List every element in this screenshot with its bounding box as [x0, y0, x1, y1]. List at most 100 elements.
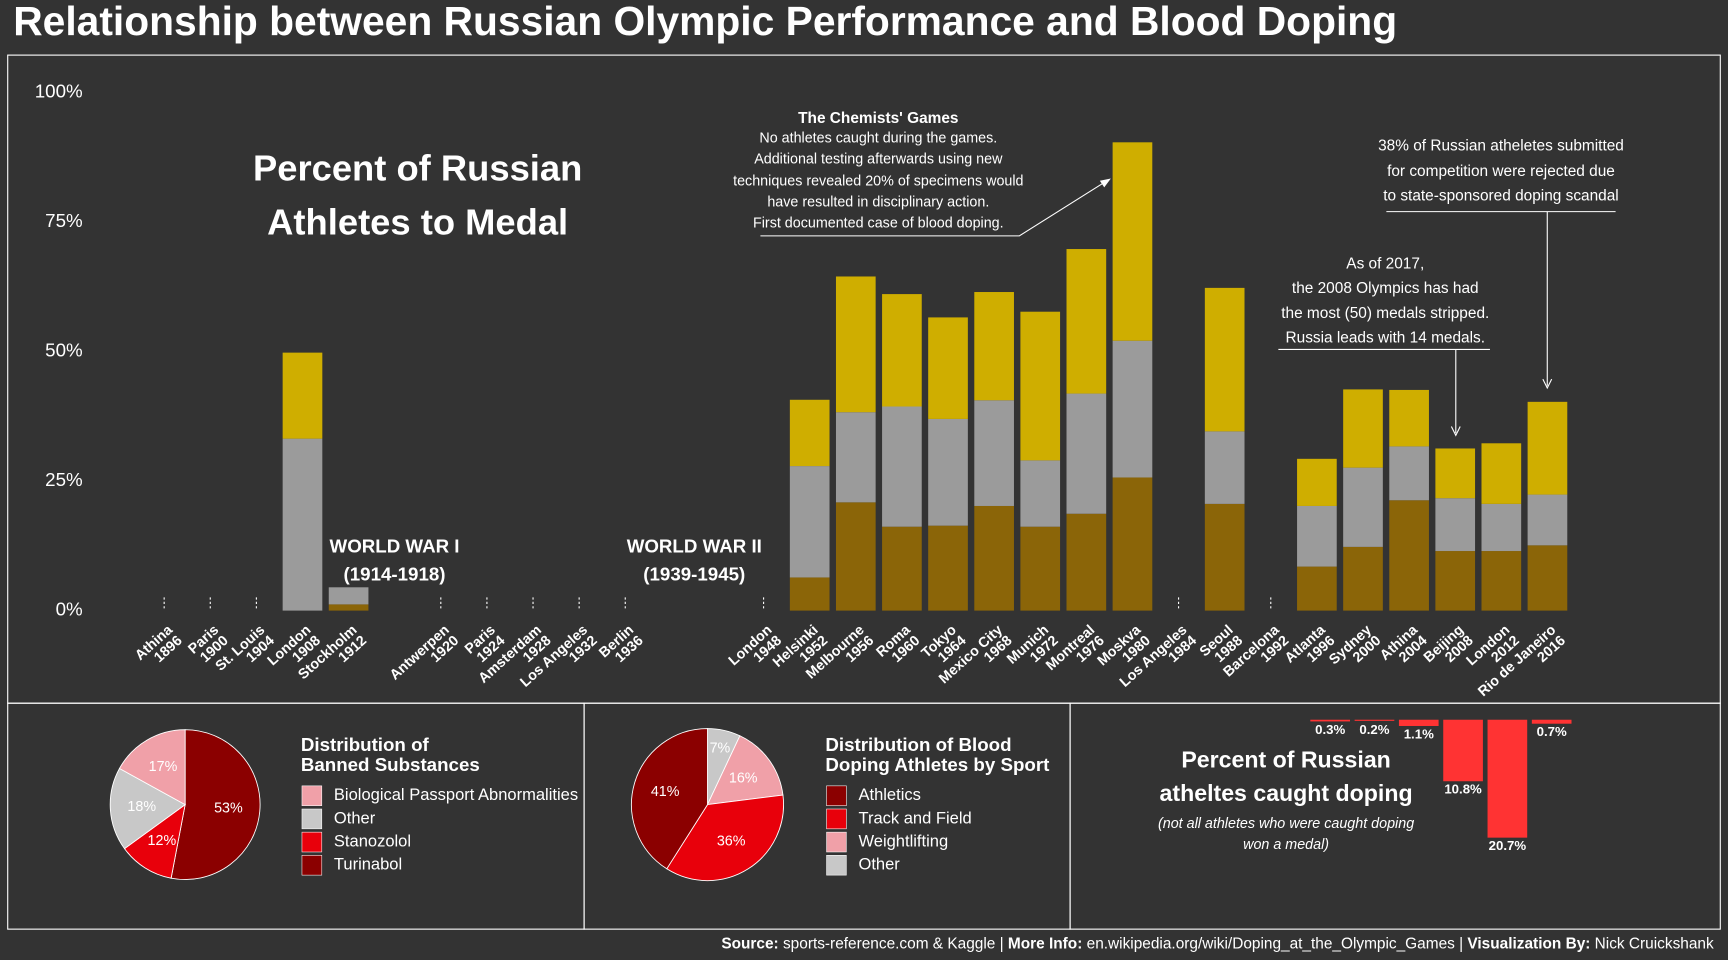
- legend-label: Other: [858, 855, 900, 874]
- bar-segment: [1435, 551, 1476, 611]
- legend-swatch: [826, 855, 847, 876]
- value-label: 0.2%: [1359, 722, 1389, 737]
- annotation-arrow: [760, 179, 1109, 237]
- legend-swatch: [301, 855, 323, 876]
- bar-segment: [835, 412, 876, 503]
- y-tick-label: 0%: [56, 599, 83, 620]
- legend-label: Turinabol: [334, 855, 402, 874]
- y-tick-label: 50%: [45, 340, 82, 361]
- pie-slice: [170, 729, 261, 880]
- bar-segment: [282, 438, 323, 611]
- bar: [1398, 719, 1439, 726]
- y-tick-label: 75%: [45, 210, 82, 231]
- legend-title: Distribution of: [301, 734, 430, 755]
- bar-segment: [1389, 389, 1429, 447]
- legend-label: Stanozolol: [334, 831, 411, 850]
- bar-segment: [1343, 546, 1383, 611]
- bar-segment: [1481, 443, 1522, 504]
- slice-label: 16%: [729, 770, 758, 786]
- legend-swatch: [826, 831, 847, 853]
- footer-text: sports-reference.com & Kaggle |: [783, 936, 1004, 953]
- annotation-line: have resulted in disciplinary action.: [767, 195, 989, 211]
- bar: [1310, 719, 1350, 722]
- rio-annotation: 38% of Russian atheletes submitted for c…: [1278, 138, 1624, 437]
- bar-segment: [1389, 500, 1429, 611]
- annotation-line: techniques revealed 20% of specimens wou…: [733, 174, 1023, 190]
- bar-segment: [789, 577, 830, 611]
- bar-segment: [882, 294, 922, 407]
- annotation-line: 38% of Russian atheletes submitted: [1378, 138, 1624, 155]
- bar-segment: [1297, 505, 1337, 567]
- bar-segment: [835, 276, 876, 413]
- annotation-title: The Chemists' Games: [798, 110, 958, 127]
- arrow-head: [1450, 426, 1461, 437]
- page-title: Relationship between Russian Olympic Per…: [13, 0, 1397, 44]
- bar: [1487, 719, 1528, 838]
- bar-segment: [328, 587, 369, 605]
- bar-segment: [1066, 249, 1107, 394]
- bar: [1531, 719, 1572, 724]
- y-tick-label: 25%: [45, 469, 82, 490]
- legend-swatch: [301, 785, 323, 806]
- bar-segment: [1066, 513, 1107, 611]
- footer-text: en.wikipedia.org/wiki/Doping_at_the_Olym…: [1087, 936, 1463, 953]
- war-label: WORLD WAR II: [627, 536, 762, 557]
- annotation-line: the most (50) medals stripped.: [1281, 305, 1489, 322]
- bar-segment: [1527, 545, 1568, 611]
- bar-segment: [882, 406, 922, 527]
- panel-frames: [7, 54, 1721, 930]
- value-label: 20.7%: [1489, 838, 1527, 853]
- title-line: Percent of Russian: [1181, 747, 1390, 773]
- doping-chart: 0.3% 0.2% 1.1% 10.8% 20.7% 0.7%: [1310, 719, 1572, 853]
- legend-label: Weightlifting: [858, 831, 948, 850]
- title-line: Percent of Russian: [253, 147, 582, 188]
- legend-title: Banned Substances: [301, 754, 480, 775]
- bar-segment: [789, 399, 830, 467]
- value-label: 1.1%: [1404, 726, 1434, 741]
- value-label: 0.7%: [1537, 724, 1567, 739]
- footer: Source: sports-reference.com & Kaggle | …: [721, 936, 1714, 953]
- pie-slice: [666, 794, 784, 882]
- bar-segment: [928, 418, 968, 526]
- bar-segment: [928, 525, 968, 611]
- slice-label: 53%: [214, 800, 243, 816]
- pie-slice: [118, 729, 186, 806]
- bar-segment: [1527, 401, 1568, 495]
- legend-swatch: [301, 808, 323, 830]
- bar-segment: [328, 604, 369, 611]
- slice-label: 12%: [148, 833, 177, 849]
- annotation-line: the 2008 Olympics has had: [1292, 280, 1479, 297]
- y-tick-label: 100%: [35, 81, 83, 102]
- bar-segment: [789, 466, 830, 578]
- bar: [1354, 719, 1395, 721]
- footer-label: Visualization By:: [1467, 936, 1590, 953]
- legend-title: Distribution of Blood: [825, 734, 1011, 755]
- bar-segment: [1481, 503, 1522, 552]
- slice-label: 41%: [651, 784, 680, 800]
- bar-segment: [1297, 566, 1337, 611]
- legend-label: Biological Passport Abnormalities: [334, 785, 578, 804]
- bar-segment: [1020, 526, 1061, 611]
- annotation-line: Additional testing afterwards using new: [754, 152, 1003, 168]
- bar-segment: [1297, 458, 1337, 506]
- annotation-line: to state-sponsored doping scandal: [1383, 187, 1619, 204]
- legend-title: Doping Athletes by Sport: [825, 754, 1049, 775]
- legend-swatch: [301, 831, 323, 853]
- chemists-annotation: The Chemists' Games No athletes caught d…: [733, 110, 1111, 237]
- bar-segment: [1066, 393, 1107, 514]
- legend-swatch: [826, 808, 847, 830]
- arrow-head: [1099, 178, 1111, 188]
- war-annotations: WORLD WAR I (1914-1918) WORLD WAR II (19…: [330, 536, 762, 585]
- subtitle-line: (not all athletes who were caught doping: [1158, 816, 1414, 832]
- bar-segment: [1204, 503, 1245, 611]
- bar-segment: [1343, 389, 1383, 468]
- bar-segment: [1389, 446, 1429, 501]
- title-line: atheltes caught doping: [1160, 780, 1413, 806]
- annotation-line: No athletes caught during the games.: [759, 131, 997, 147]
- footer-text: Nick Cruickshank: [1595, 936, 1714, 953]
- annotation-line: for competition were rejected due: [1387, 163, 1615, 180]
- bar-segment: [1204, 287, 1245, 432]
